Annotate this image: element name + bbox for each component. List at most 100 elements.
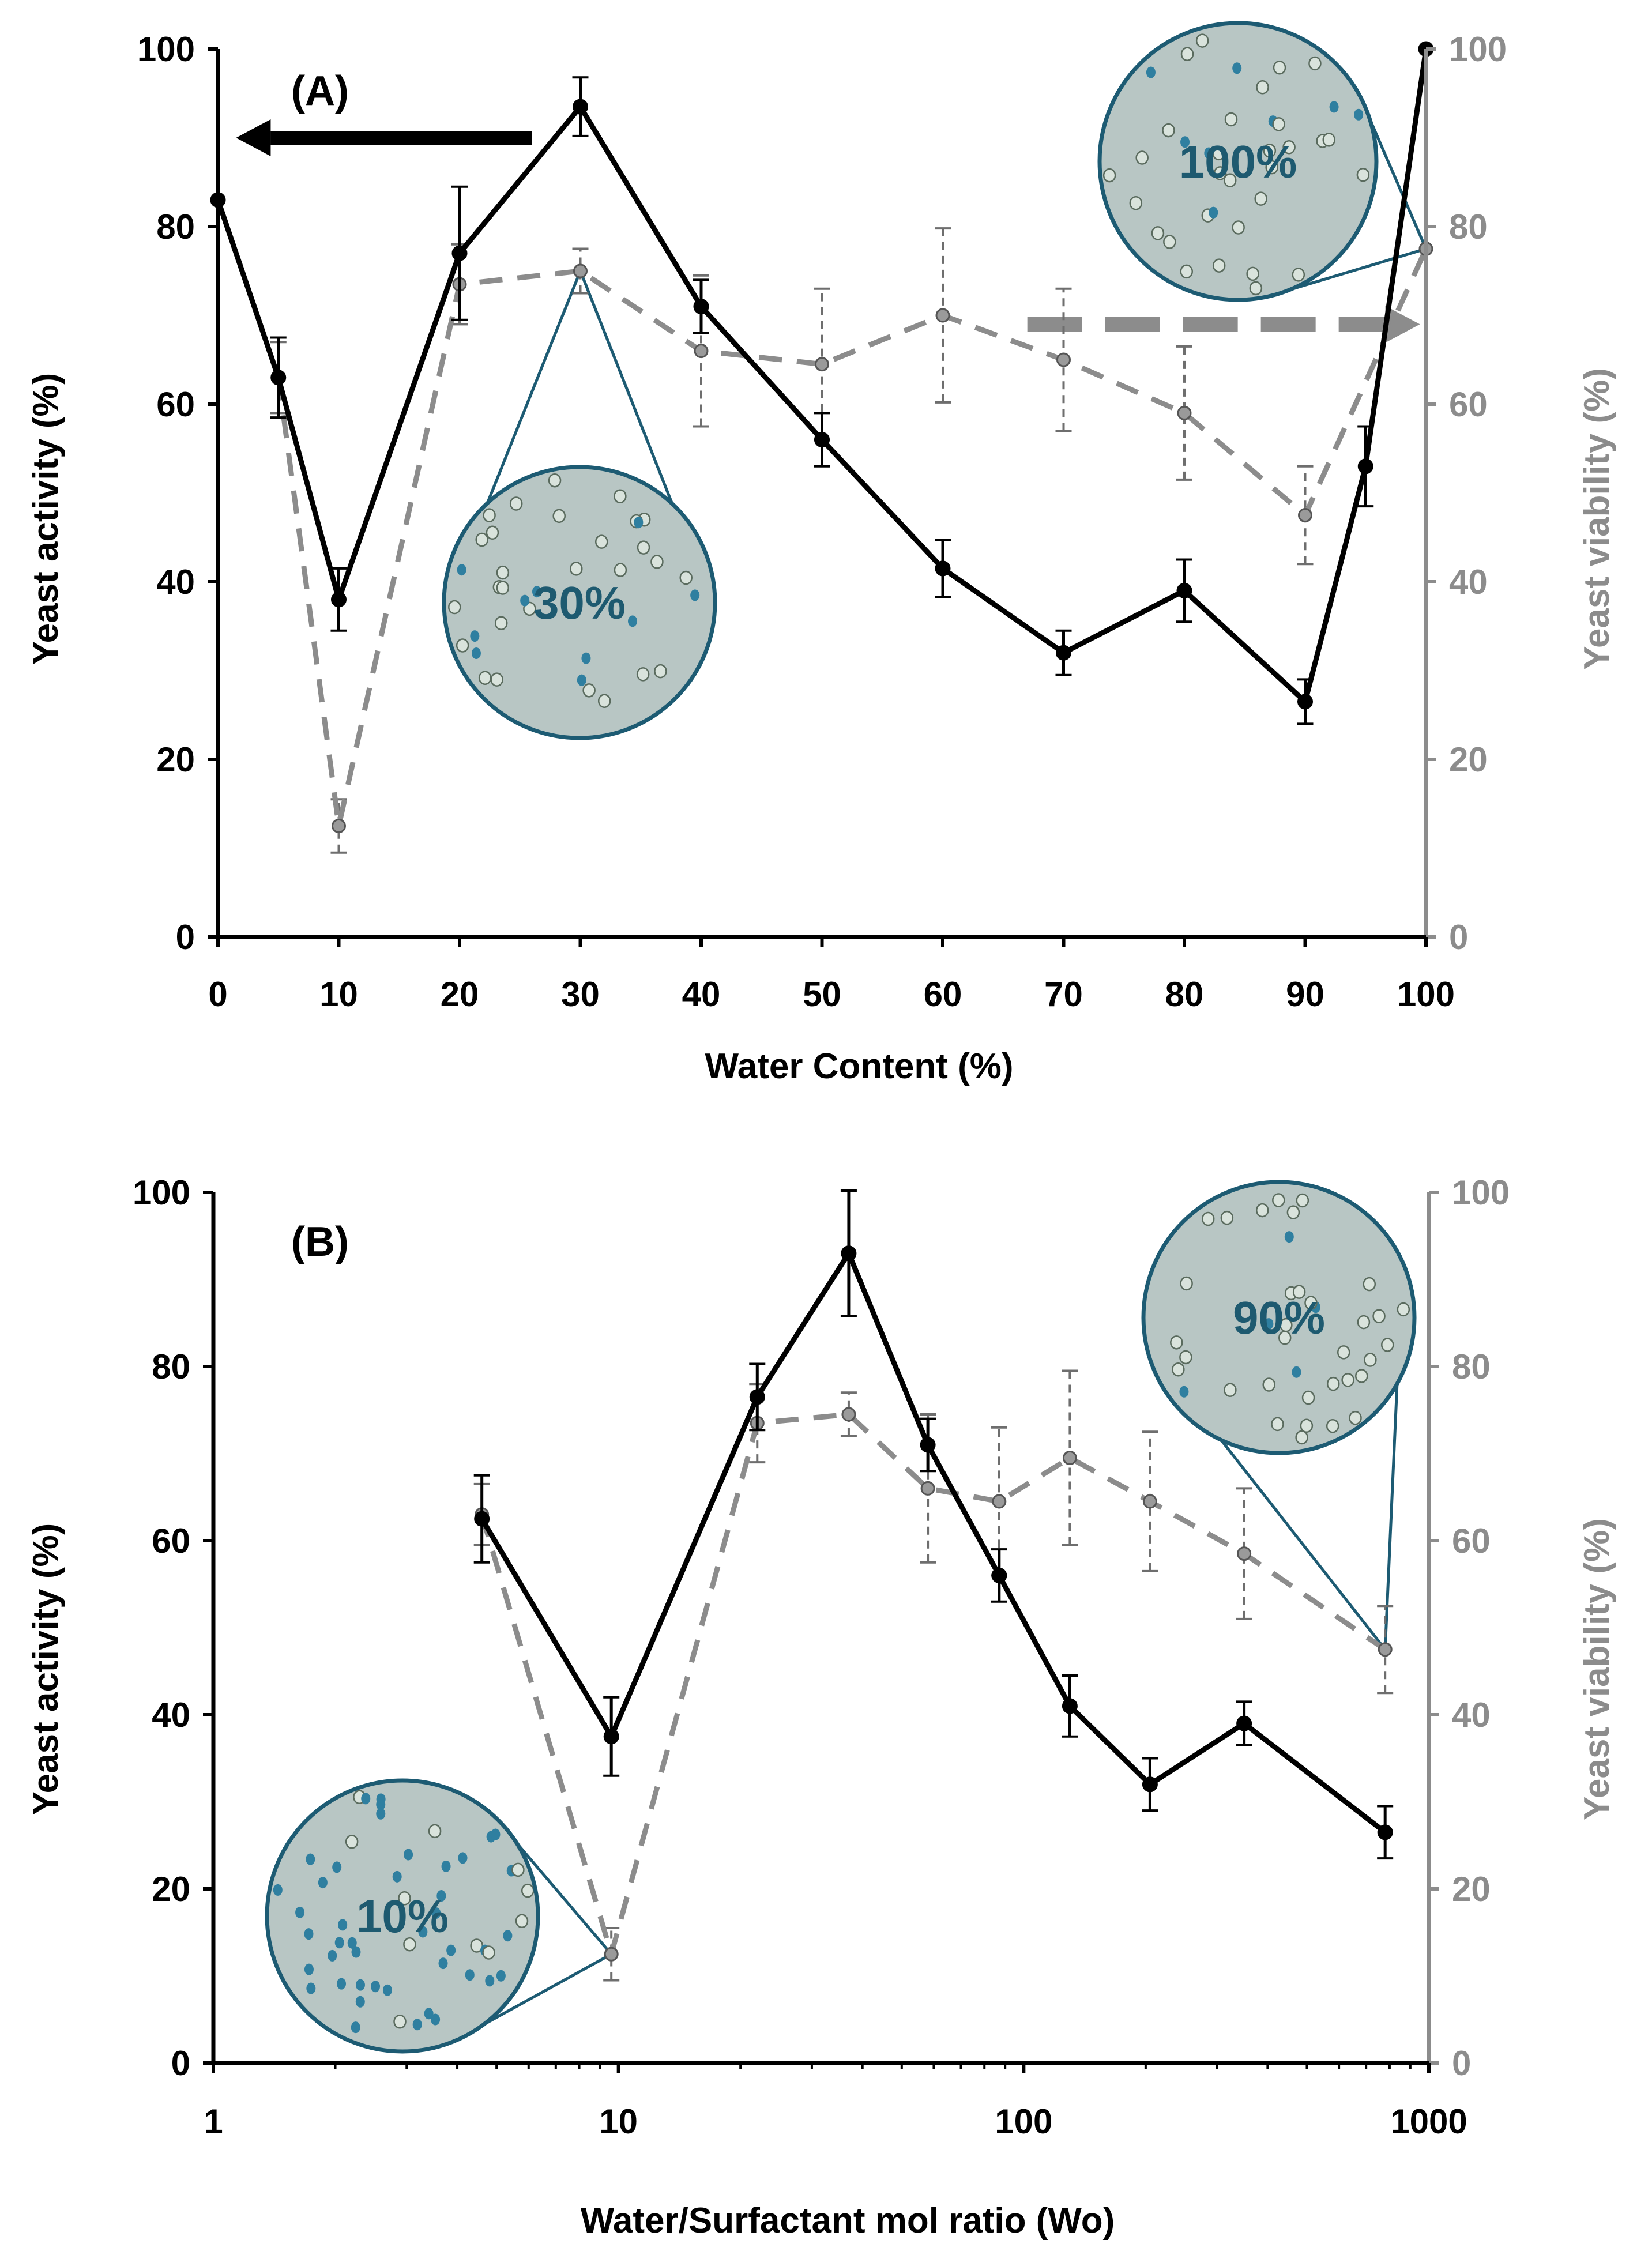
- inset-cells: [448, 473, 700, 708]
- live-cell: [570, 562, 583, 576]
- stained-cell: [392, 1870, 402, 1883]
- live-cell: [1271, 1417, 1284, 1432]
- live-cell: [1246, 266, 1259, 281]
- stained-cell: [1284, 1231, 1294, 1243]
- live-cell: [345, 1835, 359, 1849]
- stained-cell: [332, 1861, 342, 1873]
- y-tick-label-right: 80: [1452, 1347, 1491, 1386]
- data-point: [935, 308, 950, 323]
- live-cell: [1357, 1315, 1371, 1330]
- x-tick-label: 50: [803, 975, 841, 1014]
- live-cell: [1292, 1285, 1306, 1299]
- y-tick-label-right: 0: [1452, 2044, 1471, 2083]
- x-tick-label: 1000: [1390, 2102, 1467, 2141]
- stained-cell: [318, 1877, 328, 1889]
- data-point: [920, 1437, 936, 1453]
- inset-background: [267, 1780, 538, 2051]
- live-cell: [1355, 1369, 1368, 1383]
- live-cell: [1272, 1193, 1285, 1207]
- y-tick-label-right: 100: [1452, 1173, 1510, 1212]
- x-axis-title: Water Content (%): [705, 1046, 1014, 1086]
- inset-micrograph: 10%: [265, 1778, 613, 2054]
- y-axis-right-title: Yeast viability (%): [1577, 368, 1617, 670]
- live-cell: [428, 1824, 442, 1839]
- viability-line: [276, 247, 1429, 829]
- stained-cell: [404, 1849, 413, 1861]
- live-cell: [1295, 1430, 1308, 1445]
- stained-cell: [431, 2013, 441, 2026]
- inset-cells: [1102, 33, 1370, 296]
- live-cell: [1349, 1410, 1362, 1425]
- panel-b: 90% 10% 0 0 20 20 40 40 60 60 80 80 100 100 1 10 100 10…: [26, 1173, 1617, 2241]
- data-point: [1357, 458, 1373, 475]
- stained-cell: [1180, 136, 1190, 148]
- live-cell: [1282, 140, 1296, 155]
- data-point: [1236, 1715, 1252, 1731]
- live-cell: [483, 508, 496, 522]
- live-cell: [515, 1914, 529, 1929]
- live-cell: [1292, 268, 1305, 282]
- data-point: [1056, 645, 1071, 661]
- stained-cell: [306, 1982, 316, 1994]
- inset-background: [1100, 23, 1376, 300]
- live-cell: [1356, 167, 1370, 182]
- live-cell: [1102, 168, 1116, 183]
- stained-cell: [458, 1852, 468, 1864]
- x-tick-label: 40: [682, 975, 721, 1014]
- stained-cell: [355, 1996, 365, 2008]
- data-point: [1377, 1824, 1393, 1840]
- stained-cell: [355, 1979, 365, 1991]
- live-cell: [654, 664, 667, 679]
- y-tick-label-right: 40: [1452, 1696, 1491, 1734]
- inset-border: [1141, 1180, 1417, 1455]
- data-point: [573, 263, 588, 278]
- callout-line: [486, 270, 582, 504]
- live-cell: [636, 667, 650, 682]
- x-tick-label: 70: [1044, 975, 1083, 1014]
- stained-cell: [1179, 1386, 1189, 1398]
- data-point: [332, 819, 346, 833]
- stained-cell: [347, 1937, 357, 1949]
- arrow-right-axis: [1027, 306, 1420, 343]
- y-axis-left-title: Yeast activity (%): [26, 373, 66, 665]
- data-point: [331, 592, 347, 608]
- stained-cell: [503, 1930, 513, 1942]
- data-point: [270, 370, 287, 386]
- stained-cell: [337, 1978, 347, 1990]
- data-point: [1298, 508, 1312, 522]
- live-cell: [1129, 195, 1143, 210]
- live-cell: [1135, 150, 1149, 165]
- stained-cell: [520, 594, 530, 607]
- arrow-left-axis: [236, 119, 532, 156]
- x-tick-label: 10: [599, 2102, 638, 2141]
- inset-label: 30%: [533, 577, 626, 628]
- live-cell: [1172, 1362, 1185, 1377]
- stained-cell: [532, 586, 542, 598]
- data-point: [694, 344, 709, 359]
- data-point: [814, 432, 830, 448]
- stained-cell: [371, 1981, 381, 1993]
- inset-cells: [1170, 1193, 1410, 1445]
- live-cell: [478, 671, 492, 685]
- live-cell: [637, 540, 650, 555]
- stained-cell: [418, 1926, 428, 1938]
- stained-cell: [1232, 62, 1242, 74]
- stained-cell: [1292, 1366, 1301, 1378]
- y-tick-label-right: 0: [1449, 918, 1468, 957]
- stained-cell: [1354, 108, 1364, 121]
- y-tick-label-left: 60: [152, 1522, 190, 1560]
- data-point: [474, 1511, 490, 1527]
- y-tick-label-left: 0: [171, 2044, 190, 2083]
- live-cell: [1254, 191, 1267, 206]
- data-point: [935, 560, 951, 577]
- y-tick-label-right: 20: [1452, 1870, 1491, 1908]
- live-cell: [1286, 1205, 1300, 1219]
- live-cell: [475, 532, 488, 547]
- x-tick-label: 100: [995, 2102, 1052, 2141]
- live-cell: [650, 555, 664, 569]
- data-point: [991, 1567, 1007, 1583]
- live-cell: [1364, 1353, 1377, 1367]
- activity-line: [479, 1251, 1387, 1835]
